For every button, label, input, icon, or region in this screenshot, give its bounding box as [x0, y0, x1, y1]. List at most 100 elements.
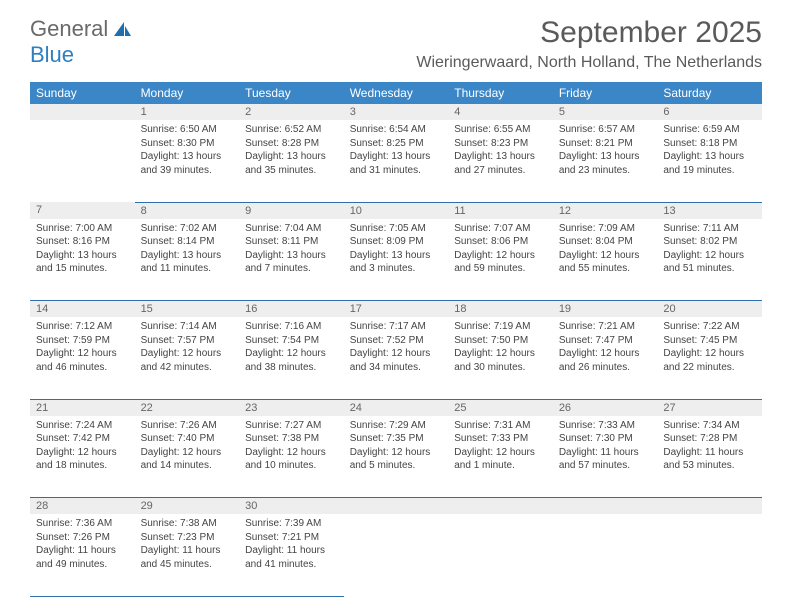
day-header: Wednesday: [344, 82, 449, 104]
day-number-cell: [657, 498, 762, 515]
cell-line: Sunrise: 7:26 AM: [141, 419, 234, 433]
cell-line: Sunset: 8:14 PM: [141, 235, 234, 249]
day-number-cell: 16: [239, 301, 344, 318]
month-title: September 2025: [416, 16, 762, 50]
day-number-row: 78910111213: [30, 202, 762, 219]
day-number-cell: 5: [553, 104, 658, 120]
cell-line: Daylight: 12 hours and 5 minutes.: [350, 446, 443, 473]
day-number-cell: 12: [553, 202, 658, 219]
cell-line: Daylight: 13 hours and 11 minutes.: [141, 249, 234, 276]
cell-line: Sunrise: 7:21 AM: [559, 320, 652, 334]
cell-body: Sunrise: 6:52 AMSunset: 8:28 PMDaylight:…: [239, 120, 344, 183]
cell-line: Daylight: 11 hours and 49 minutes.: [36, 544, 129, 571]
cell-line: Daylight: 12 hours and 18 minutes.: [36, 446, 129, 473]
day-body-cell: Sunrise: 7:33 AMSunset: 7:30 PMDaylight:…: [553, 416, 658, 498]
cell-line: Daylight: 12 hours and 55 minutes.: [559, 249, 652, 276]
cell-line: Sunset: 8:06 PM: [454, 235, 547, 249]
cell-line: Sunset: 8:23 PM: [454, 137, 547, 151]
cell-body: Sunrise: 6:55 AMSunset: 8:23 PMDaylight:…: [448, 120, 553, 183]
day-body-cell: Sunrise: 7:09 AMSunset: 8:04 PMDaylight:…: [553, 219, 658, 301]
day-body-row: Sunrise: 7:36 AMSunset: 7:26 PMDaylight:…: [30, 514, 762, 596]
day-number-row: 14151617181920: [30, 301, 762, 318]
cell-line: Sunset: 7:38 PM: [245, 432, 338, 446]
day-number-cell: 8: [135, 202, 240, 219]
day-number-cell: 2: [239, 104, 344, 120]
day-number-cell: 19: [553, 301, 658, 318]
day-body-cell: Sunrise: 7:26 AMSunset: 7:40 PMDaylight:…: [135, 416, 240, 498]
day-number-cell: 17: [344, 301, 449, 318]
cell-line: Sunset: 7:28 PM: [663, 432, 756, 446]
cell-line: Sunset: 7:47 PM: [559, 334, 652, 348]
cell-line: Daylight: 12 hours and 14 minutes.: [141, 446, 234, 473]
day-body-cell: Sunrise: 6:57 AMSunset: 8:21 PMDaylight:…: [553, 120, 658, 202]
logo-word1: General: [30, 16, 108, 42]
day-number-cell: 20: [657, 301, 762, 318]
day-body-row: Sunrise: 7:24 AMSunset: 7:42 PMDaylight:…: [30, 416, 762, 498]
cell-line: Sunrise: 6:52 AM: [245, 123, 338, 137]
cell-line: Sunrise: 7:02 AM: [141, 222, 234, 236]
cell-line: Sunset: 8:25 PM: [350, 137, 443, 151]
day-header-row: SundayMondayTuesdayWednesdayThursdayFrid…: [30, 82, 762, 104]
day-header: Monday: [135, 82, 240, 104]
day-body-cell: Sunrise: 7:02 AMSunset: 8:14 PMDaylight:…: [135, 219, 240, 301]
cell-body: Sunrise: 7:05 AMSunset: 8:09 PMDaylight:…: [344, 219, 449, 282]
day-body-cell: Sunrise: 7:21 AMSunset: 7:47 PMDaylight:…: [553, 317, 658, 399]
cell-line: Daylight: 12 hours and 59 minutes.: [454, 249, 547, 276]
day-body-cell: [448, 514, 553, 596]
cell-line: Sunrise: 6:54 AM: [350, 123, 443, 137]
day-number-cell: 13: [657, 202, 762, 219]
cell-body: Sunrise: 7:16 AMSunset: 7:54 PMDaylight:…: [239, 317, 344, 380]
cell-body: Sunrise: 7:31 AMSunset: 7:33 PMDaylight:…: [448, 416, 553, 479]
cell-line: Sunrise: 7:27 AM: [245, 419, 338, 433]
day-body-cell: Sunrise: 7:12 AMSunset: 7:59 PMDaylight:…: [30, 317, 135, 399]
day-number-cell: 18: [448, 301, 553, 318]
cell-body: Sunrise: 7:33 AMSunset: 7:30 PMDaylight:…: [553, 416, 658, 479]
cell-line: Sunset: 7:26 PM: [36, 531, 129, 545]
cell-line: Sunrise: 7:00 AM: [36, 222, 129, 236]
cell-line: Sunset: 8:16 PM: [36, 235, 129, 249]
day-number-cell: 7: [30, 202, 135, 219]
day-body-cell: Sunrise: 7:24 AMSunset: 7:42 PMDaylight:…: [30, 416, 135, 498]
cell-line: Sunset: 8:09 PM: [350, 235, 443, 249]
day-number-cell: [448, 498, 553, 515]
cell-line: Sunset: 7:30 PM: [559, 432, 652, 446]
day-header: Tuesday: [239, 82, 344, 104]
day-number-cell: 28: [30, 498, 135, 515]
cell-body: Sunrise: 7:24 AMSunset: 7:42 PMDaylight:…: [30, 416, 135, 479]
cell-line: Sunrise: 7:09 AM: [559, 222, 652, 236]
cell-line: Sunrise: 7:38 AM: [141, 517, 234, 531]
cell-body: Sunrise: 6:54 AMSunset: 8:25 PMDaylight:…: [344, 120, 449, 183]
day-number-cell: 27: [657, 399, 762, 416]
cell-body: Sunrise: 7:19 AMSunset: 7:50 PMDaylight:…: [448, 317, 553, 380]
cell-line: Daylight: 13 hours and 15 minutes.: [36, 249, 129, 276]
logo: General: [30, 16, 132, 42]
cell-body: Sunrise: 7:22 AMSunset: 7:45 PMDaylight:…: [657, 317, 762, 380]
cell-line: Daylight: 12 hours and 22 minutes.: [663, 347, 756, 374]
day-body-cell: Sunrise: 7:36 AMSunset: 7:26 PMDaylight:…: [30, 514, 135, 596]
cell-body: Sunrise: 7:21 AMSunset: 7:47 PMDaylight:…: [553, 317, 658, 380]
cell-body: Sunrise: 6:57 AMSunset: 8:21 PMDaylight:…: [553, 120, 658, 183]
cell-line: Sunset: 7:59 PM: [36, 334, 129, 348]
day-body-cell: Sunrise: 6:55 AMSunset: 8:23 PMDaylight:…: [448, 120, 553, 202]
day-number-cell: 14: [30, 301, 135, 318]
cell-line: Sunrise: 7:22 AM: [663, 320, 756, 334]
day-body-cell: Sunrise: 7:14 AMSunset: 7:57 PMDaylight:…: [135, 317, 240, 399]
cell-line: Sunset: 8:21 PM: [559, 137, 652, 151]
cell-line: Daylight: 12 hours and 34 minutes.: [350, 347, 443, 374]
cell-line: Daylight: 12 hours and 38 minutes.: [245, 347, 338, 374]
day-number-cell: [30, 104, 135, 120]
logo-word2: Blue: [30, 42, 74, 68]
cell-line: Sunset: 8:04 PM: [559, 235, 652, 249]
cell-line: Daylight: 12 hours and 51 minutes.: [663, 249, 756, 276]
location: Wieringerwaard, North Holland, The Nethe…: [416, 54, 762, 72]
cell-line: Daylight: 11 hours and 53 minutes.: [663, 446, 756, 473]
cell-body: Sunrise: 6:50 AMSunset: 8:30 PMDaylight:…: [135, 120, 240, 183]
day-body-row: Sunrise: 7:00 AMSunset: 8:16 PMDaylight:…: [30, 219, 762, 301]
cell-line: Sunset: 7:35 PM: [350, 432, 443, 446]
cell-line: Daylight: 13 hours and 7 minutes.: [245, 249, 338, 276]
logo-sail-icon: [112, 20, 132, 38]
cell-line: Sunset: 8:02 PM: [663, 235, 756, 249]
title-block: September 2025 Wieringerwaard, North Hol…: [416, 16, 762, 72]
cell-line: Daylight: 12 hours and 10 minutes.: [245, 446, 338, 473]
cell-body: Sunrise: 7:07 AMSunset: 8:06 PMDaylight:…: [448, 219, 553, 282]
